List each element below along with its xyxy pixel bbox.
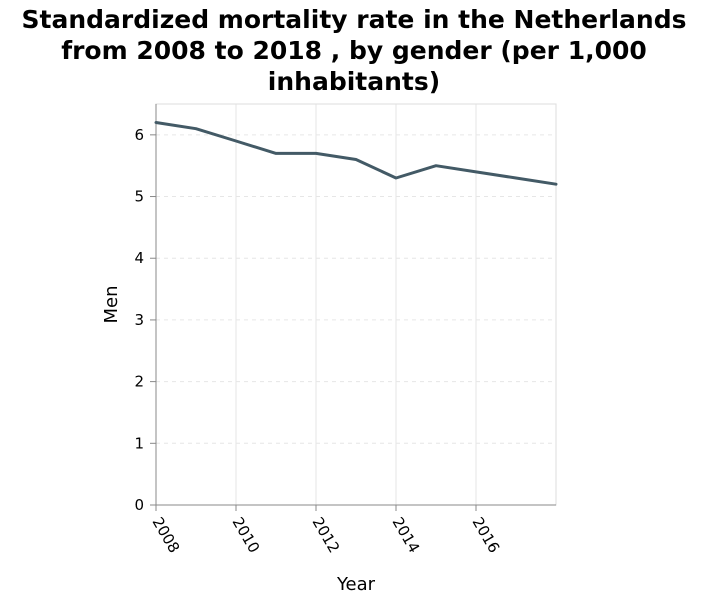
y-tick-label: 5 <box>134 188 144 206</box>
axes <box>150 104 556 511</box>
y-tick-label: 6 <box>134 126 144 144</box>
x-axis-title: Year <box>336 574 376 595</box>
y-tick-label: 2 <box>134 373 144 391</box>
x-tick-label: 2014 <box>389 514 424 556</box>
x-tick-label: 2010 <box>229 514 264 556</box>
x-tick-label: 2008 <box>149 514 184 556</box>
plot-frame <box>156 104 556 505</box>
y-tick-label: 3 <box>134 311 144 329</box>
x-tick-label: 2012 <box>309 514 344 556</box>
grid <box>156 104 556 505</box>
y-tick-label: 1 <box>134 434 144 452</box>
series-line-0 <box>156 123 556 185</box>
y-axis-title: Men <box>101 285 122 323</box>
tick-labels: 2008 2010 2012 2014 2016 0 1 2 3 4 5 6 <box>134 126 503 556</box>
x-tick-label: 2016 <box>469 514 504 556</box>
y-tick-label: 4 <box>134 249 144 267</box>
y-tick-label: 0 <box>134 496 144 514</box>
data-lines <box>156 123 556 185</box>
